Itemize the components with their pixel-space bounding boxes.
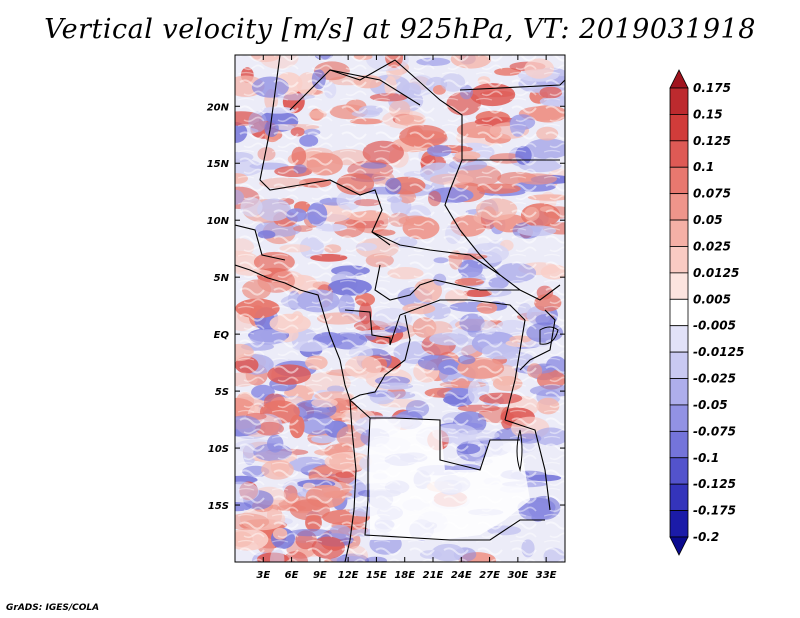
border-line	[371, 231, 501, 276]
lake-tanganyika	[516, 429, 523, 472]
axes: 3E 6E 9E 12E 15E 18E 21E 24E 27E 30E 33E 20N 15N 10N 5…	[207, 55, 565, 581]
border-line	[329, 59, 463, 231]
x-tick-label: 6E	[285, 570, 299, 581]
colorbar: 0.175 0.15 0.125 0.1 0.075 0.05 0.025 0.0125 0.0…	[669, 69, 744, 556]
field-texture	[235, 55, 565, 562]
colorbar-swatch	[669, 298, 689, 327]
colorbar-swatch	[669, 114, 689, 142]
border-line	[374, 264, 520, 301]
border-line	[364, 417, 545, 541]
colorbar-label: 0.15	[693, 107, 723, 121]
y-tick-label: 15N	[207, 159, 230, 170]
colorbar-label: -0.0125	[693, 345, 744, 359]
plot-frame	[234, 54, 566, 563]
y-tick-label: 5N	[214, 273, 230, 284]
x-tick-label: 12E	[338, 570, 359, 581]
border-line	[344, 309, 401, 346]
colorbar-label: -0.2	[693, 530, 719, 544]
colorbar-label: -0.075	[693, 424, 736, 438]
border-line	[459, 229, 561, 301]
x-tick-label: 30E	[507, 570, 528, 581]
border-line	[504, 419, 551, 511]
colorbar-swatch	[669, 510, 689, 538]
y-tick-label: 5S	[215, 387, 229, 398]
border-line	[289, 69, 421, 111]
country-boundaries	[235, 55, 565, 562]
colorbar-label: -0.005	[693, 319, 736, 333]
colorbar-swatch	[669, 430, 689, 459]
colorbar-label: 0.05	[693, 213, 723, 227]
y-tick-label: 10N	[207, 216, 230, 227]
border-line	[399, 299, 526, 321]
colorbar-label: -0.125	[693, 477, 736, 491]
colorbar-min-arrow	[669, 536, 689, 556]
border-line	[459, 79, 565, 91]
colorbar-label: -0.025	[693, 372, 736, 386]
x-tick-label: 21E	[423, 570, 444, 581]
colorbar-label: -0.05	[693, 398, 728, 412]
border-line	[235, 224, 286, 261]
colorbar-swatch	[669, 378, 689, 406]
x-tick-label: 27E	[479, 570, 500, 581]
lake-victoria	[539, 326, 559, 345]
colorbar-max-arrow	[669, 69, 689, 89]
border-line	[259, 55, 391, 246]
border-line	[519, 309, 556, 371]
colorbar-swatch	[669, 87, 689, 115]
x-tick-label: 3E	[256, 570, 270, 581]
colorbar-label: 0.125	[693, 134, 731, 148]
border-line	[349, 399, 520, 471]
y-tick-label: 15S	[208, 501, 229, 512]
x-tick-label: 33E	[536, 570, 557, 581]
colorbar-label: 0.0125	[693, 266, 739, 280]
colorbar-swatch	[669, 193, 689, 221]
grads-credit: GrADS: IGES/COLA	[6, 603, 100, 613]
colorbar-swatch	[669, 246, 689, 274]
border-line	[504, 319, 526, 421]
x-tick-label: 24E	[451, 570, 472, 581]
y-tick-label: 10S	[208, 444, 229, 455]
colorbar-swatch	[669, 483, 689, 511]
colorbar-swatch	[669, 272, 689, 300]
x-tick-label: 18E	[394, 570, 415, 581]
y-tick-label: 20N	[207, 102, 230, 113]
colorbar-label: 0.005	[693, 292, 731, 306]
colorbar-label: 0.025	[693, 239, 731, 253]
colorbar-swatch	[669, 166, 689, 195]
colorbar-label: 0.1	[693, 160, 714, 174]
colorbar-label: -0.175	[693, 504, 736, 518]
colorbar-swatch	[669, 457, 689, 485]
colorbar-swatch	[669, 140, 689, 168]
heatmap-field	[235, 55, 565, 562]
border-line	[235, 264, 357, 562]
colorbar-swatch	[669, 351, 689, 379]
chart-title: Vertical velocity [m/s] at 925hPa, VT: 2…	[44, 14, 756, 45]
colorbar-swatch	[669, 404, 689, 432]
x-tick-label: 9E	[313, 570, 327, 581]
colorbar-label: 0.175	[693, 81, 731, 95]
colorbar-swatch	[669, 219, 689, 247]
colorbar-label: 0.075	[693, 187, 731, 201]
x-tick-label: 15E	[366, 570, 387, 581]
colorbar-swatch	[669, 325, 689, 353]
border-line	[349, 314, 411, 401]
colorbar-label: -0.1	[693, 451, 719, 465]
y-tick-label: EQ	[214, 330, 230, 341]
